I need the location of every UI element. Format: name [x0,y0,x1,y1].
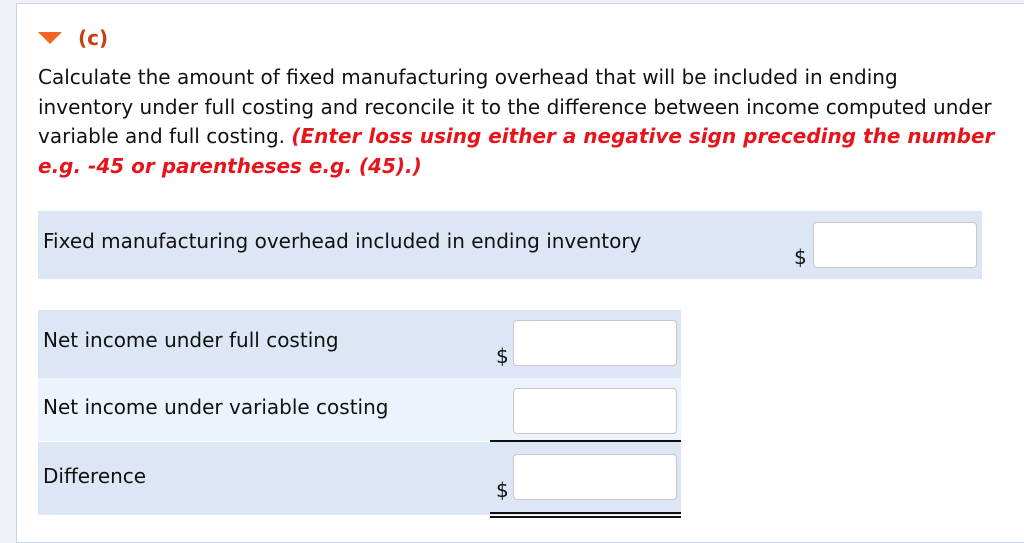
part-label: (c) [78,26,109,50]
currency-symbol: $ [496,478,509,502]
net-income-full-input[interactable] [513,320,677,366]
subtotal-line [490,440,681,442]
row-label: Difference [43,464,147,488]
triangle-down-icon[interactable] [38,32,62,44]
row-net-income-variable: Net income under variable costing [38,378,681,441]
currency-symbol: $ [794,245,807,269]
net-income-variable-input[interactable] [513,388,677,434]
row-difference: Difference $ [38,442,681,515]
question-text: Calculate the amount of fixed manufactur… [38,63,998,181]
instruction: (Enter loss using either a negative sign… [38,124,995,178]
difference-input[interactable] [513,454,677,500]
total-double-line [490,512,681,514]
fixed-overhead-input[interactable] [813,222,977,268]
row-fixed-overhead: Fixed manufacturing overhead included in… [38,211,982,279]
question-body: Calculate the amount of fixed manufactur… [38,65,992,148]
row-label: Fixed manufacturing overhead included in… [43,229,642,253]
row-label: Net income under variable costing [43,395,389,419]
row-net-income-full: Net income under full costing $ [38,310,681,378]
part-header[interactable]: (c) [38,26,108,50]
row-label: Net income under full costing [43,328,339,352]
total-double-line-2 [490,516,681,518]
currency-symbol: $ [496,344,509,368]
